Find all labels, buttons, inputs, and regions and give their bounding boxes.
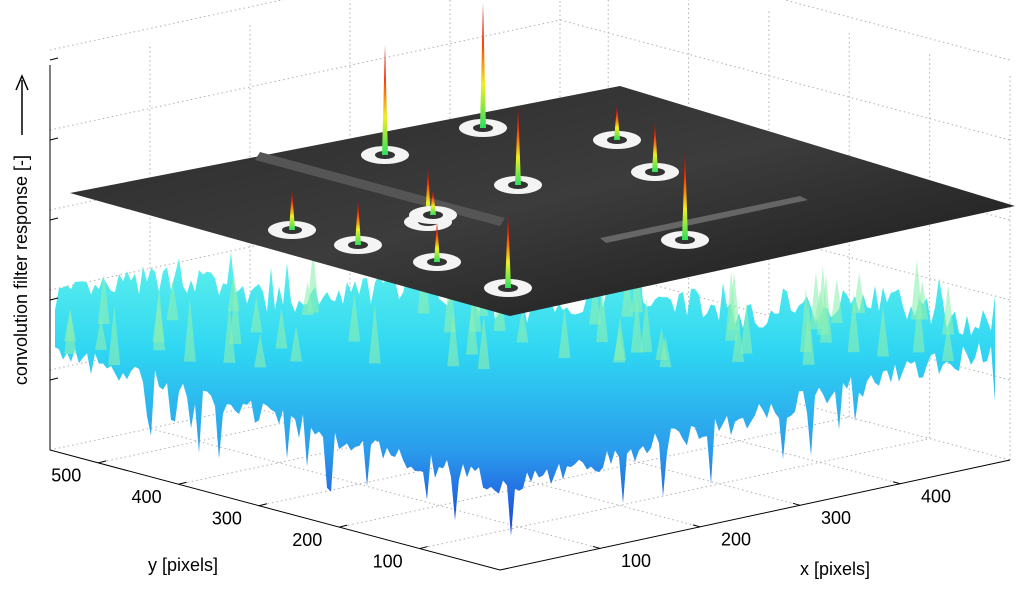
surface-peak (621, 266, 634, 317)
response-spike (480, 3, 486, 128)
surface-peak (941, 323, 954, 362)
wall-grid (49, 0, 1011, 61)
tick (258, 503, 268, 507)
tick (892, 481, 901, 485)
surface-peak (97, 273, 110, 324)
surface-peak (229, 285, 242, 344)
x-tick-label: 400 (921, 486, 951, 506)
surface-peak (819, 274, 832, 343)
surface-peak (732, 316, 745, 362)
response-spike (682, 150, 688, 240)
surface-peak (223, 303, 236, 363)
z-tick (49, 377, 59, 381)
surface-peak (830, 278, 843, 324)
y-axis-label: y [pixels] (148, 555, 218, 575)
response-spike (382, 45, 388, 155)
surface-peak (166, 280, 179, 321)
response-spike (515, 105, 521, 185)
z-axis-label: convolution filter response [-] (11, 155, 31, 385)
surface-peak (466, 298, 479, 355)
surface-peak (613, 327, 626, 363)
surface-body (55, 251, 995, 536)
surface-peak (368, 304, 381, 364)
z-tick (49, 137, 59, 141)
surface-peak (910, 259, 923, 320)
surface-peak (596, 284, 609, 343)
y-tick-label: 300 (212, 508, 242, 528)
plate (70, 86, 1015, 316)
surface-peak (558, 308, 571, 359)
response-spike (652, 122, 658, 172)
surface-peak (64, 309, 77, 342)
image-plane (70, 3, 1015, 316)
x-tick-label: 300 (821, 508, 851, 528)
surface-peak (250, 296, 263, 333)
y-tick-label: 400 (132, 487, 162, 507)
surface-peak (290, 325, 303, 362)
surface-peak (847, 292, 860, 353)
surface-peak (447, 309, 460, 367)
tick (98, 460, 107, 464)
surface-peak (630, 265, 643, 313)
tick (339, 524, 348, 528)
surface-peak (516, 307, 529, 343)
y-tick-label: 200 (292, 530, 322, 550)
response-spike (434, 222, 440, 262)
surface-peak (94, 317, 107, 350)
tick (419, 546, 428, 550)
surface-peak (740, 303, 753, 354)
response-spike (289, 190, 295, 230)
surface-peak (307, 249, 320, 313)
surface-peak (659, 335, 672, 368)
surface (55, 242, 995, 536)
surface-peak (477, 315, 490, 370)
surface-peak (725, 271, 738, 341)
surface-peak (853, 272, 866, 314)
z-tick (49, 57, 59, 61)
surface-peak (630, 295, 643, 353)
axes: 100 200 300 400 500 100 200 300 400 (49, 57, 1011, 571)
surface-peak (588, 278, 601, 325)
tick (592, 545, 601, 549)
tick (792, 502, 801, 506)
x-axis-label: x [pixels] (800, 559, 870, 579)
surface-peak (254, 333, 267, 368)
x-tick-label: 200 (721, 530, 751, 550)
tick (692, 524, 701, 528)
surface-peak (183, 297, 196, 362)
y-tick-label: 500 (51, 466, 81, 486)
z-tick (49, 297, 59, 301)
surface-peak (348, 293, 361, 342)
surface-peak (912, 292, 925, 353)
surface-peak (876, 305, 889, 357)
z-arrow-head (15, 74, 29, 91)
response-spike (614, 105, 620, 140)
surface-peak (640, 298, 653, 353)
surface-peak (942, 284, 955, 335)
plate-stripe (600, 196, 808, 243)
surface-peak (799, 287, 812, 353)
response-spike (505, 213, 511, 288)
tick (178, 481, 187, 485)
surface-peak (108, 305, 121, 366)
axis-line (49, 65, 1011, 571)
response-spike (430, 190, 436, 215)
surface-peak (152, 295, 165, 343)
response-spike (355, 200, 361, 245)
x-tick-label: 100 (621, 551, 651, 571)
y-tick-label: 100 (373, 551, 403, 571)
surface-peak (275, 307, 288, 349)
z-tick (49, 217, 59, 221)
